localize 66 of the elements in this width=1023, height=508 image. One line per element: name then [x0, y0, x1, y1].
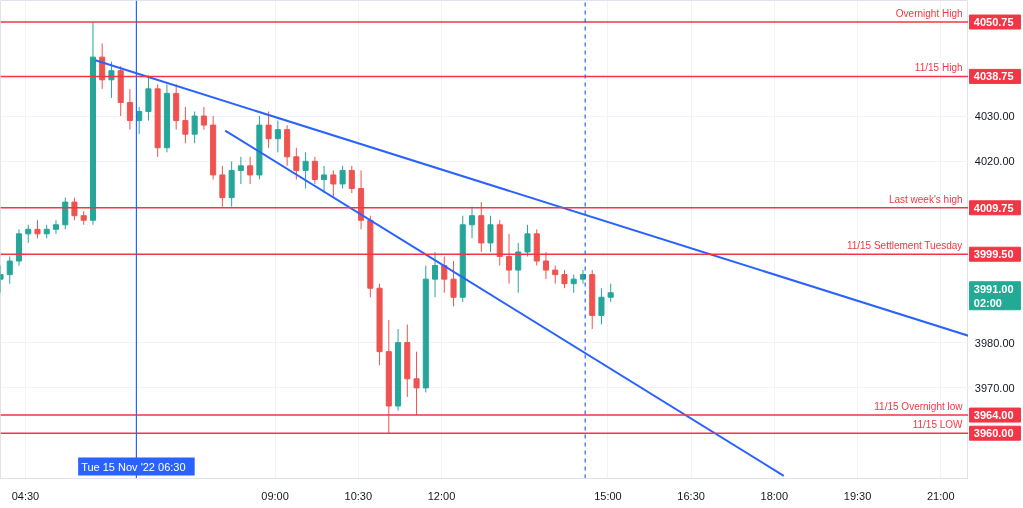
ref-line-label: 11/15 High [914, 62, 963, 74]
candlestick [25, 224, 32, 244]
x-tick-label: 21:00 [927, 489, 955, 502]
candlestick [570, 274, 577, 294]
x-tick-label: 16:30 [677, 489, 705, 502]
candlestick [607, 283, 614, 303]
candlestick [552, 265, 559, 285]
x-tick-label: 12:00 [427, 489, 456, 502]
x-tick-label: 10:30 [344, 489, 373, 502]
candlestick [339, 165, 346, 190]
candlestick [431, 251, 439, 298]
candlestick [542, 251, 549, 280]
candlestick [108, 61, 115, 99]
x-tick-label: 09:00 [261, 489, 289, 502]
text: 02:00 [973, 296, 1002, 309]
x-tick-label: 18:00 [760, 489, 789, 502]
ref-line-label: Overnight High [895, 8, 963, 20]
candlestick [524, 224, 531, 257]
candlestick [62, 197, 69, 230]
y-tick-label: 4020.00 [974, 155, 1015, 168]
y-tick-label: 4030.00 [974, 110, 1015, 123]
candlestick [348, 165, 355, 194]
text: 3960.00 [973, 427, 1014, 440]
candlestick [6, 255, 13, 285]
text: 3964.00 [973, 409, 1014, 422]
candlestick [441, 255, 448, 294]
candlestick [293, 147, 300, 180]
candlestick [126, 88, 133, 131]
candlestick [200, 106, 207, 131]
candlestick [413, 351, 420, 416]
ref-line-label: Last week's high [888, 193, 963, 205]
candlestick [505, 233, 513, 285]
text: 3991.00 [973, 282, 1014, 295]
candlestick [330, 169, 337, 199]
ref-line-label: 11/15 Settlement Tuesday [846, 240, 963, 252]
candlestick [561, 269, 568, 289]
ref-line-label: 11/15 Overnight low [874, 401, 964, 413]
candlestick [52, 219, 60, 235]
candlestick [182, 106, 189, 144]
y-tick-label: 3970.00 [974, 381, 1015, 394]
x-tick-label: 15:00 [594, 489, 622, 502]
ref-line-label: 11/15 LOW [912, 419, 964, 431]
candlestick [450, 260, 457, 307]
candlestick [237, 156, 244, 185]
candlestick [247, 156, 254, 185]
candlestick [219, 165, 226, 208]
candlestick [515, 242, 522, 294]
candlestick [265, 111, 272, 149]
candlestick [274, 120, 281, 153]
candlestick [321, 165, 328, 194]
ref-line-label: Tue 15 Nov '22 06:30 [81, 460, 186, 473]
text: 4050.75 [973, 16, 1014, 29]
candlestick [468, 206, 476, 239]
candlestick [145, 74, 152, 122]
text: 4038.75 [973, 70, 1014, 83]
text: 3999.50 [973, 248, 1014, 261]
candlestick [34, 219, 41, 239]
text: 4009.75 [973, 201, 1014, 214]
candlestick [311, 156, 318, 185]
x-tick-label: 04:30 [11, 489, 40, 502]
y-tick-label: 3980.00 [974, 336, 1015, 349]
x-tick-label: 19:30 [843, 489, 872, 502]
candlestick [598, 287, 605, 325]
candlestick [487, 215, 494, 253]
candlestick [302, 151, 309, 190]
candlestick [191, 111, 198, 144]
